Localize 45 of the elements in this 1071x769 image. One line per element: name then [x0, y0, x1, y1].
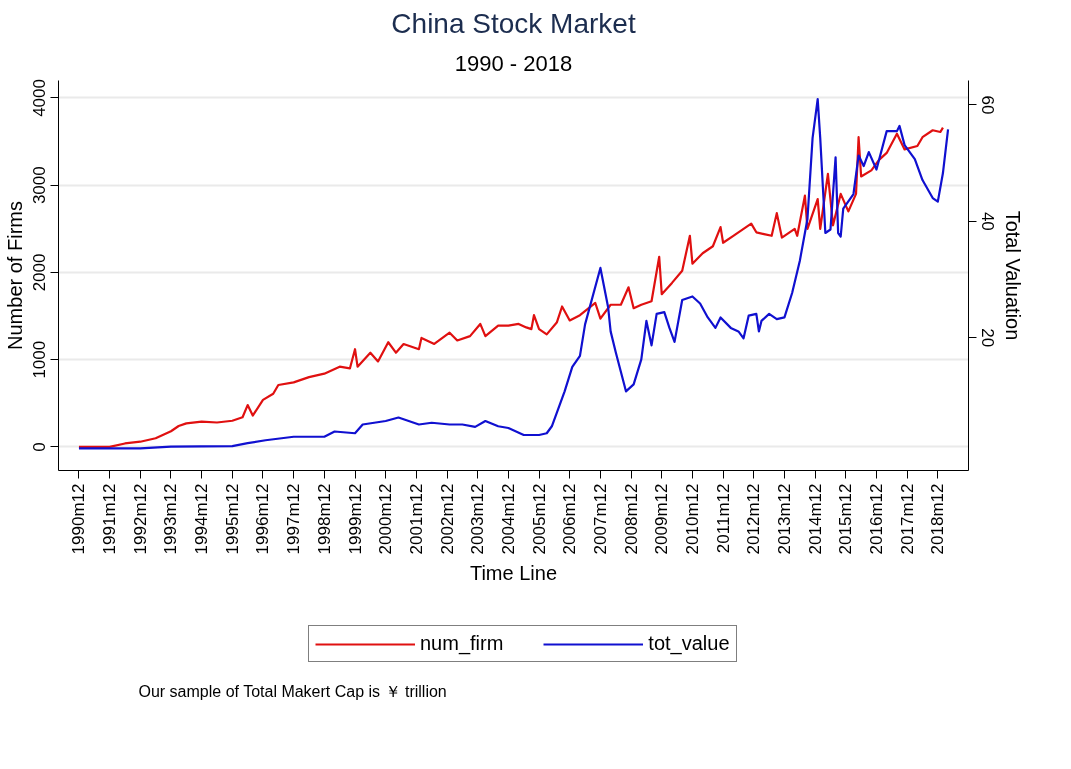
- legend-label: num_firm: [420, 632, 504, 655]
- y2-tick-label: 60: [977, 95, 997, 115]
- legend-label: tot_value: [648, 632, 730, 655]
- x-tick-label: 1991m12: [100, 483, 120, 555]
- y2-axis-title: Total Valuation: [1001, 210, 1024, 341]
- x-tick-label: 2018m12: [928, 483, 948, 555]
- y2-tick-label: 40: [977, 211, 997, 231]
- x-tick-label: 1992m12: [130, 483, 150, 555]
- y-tick-label: 3000: [30, 166, 50, 205]
- x-tick-label: 1993m12: [161, 483, 181, 555]
- x-tick-label: 2014m12: [805, 483, 825, 555]
- x-tick-label: 2003m12: [468, 483, 488, 555]
- text: Our sample of Total Makert Cap is ￥ trillion: [138, 682, 447, 700]
- x-tick-label: 2001m12: [406, 483, 426, 555]
- x-tick-label: 1998m12: [314, 483, 334, 555]
- x-tick-label: 2000m12: [376, 483, 396, 555]
- x-tick-label: 2012m12: [744, 483, 764, 555]
- x-tick-label: 2006m12: [560, 483, 580, 555]
- x-tick-label: 2005m12: [529, 483, 549, 555]
- x-tick-label: 2010m12: [682, 483, 702, 555]
- y-axis-title: Number of Firms: [3, 201, 26, 350]
- y-tick-label: 1000: [30, 340, 50, 379]
- x-tick-label: 2002m12: [437, 483, 457, 555]
- y-tick-label: 0: [30, 442, 50, 452]
- x-tick-label: 2009m12: [652, 483, 672, 555]
- x-tick-label: 2017m12: [897, 483, 917, 555]
- y2-tick-label: 20: [977, 328, 997, 348]
- chart-title: China Stock Market: [391, 7, 636, 39]
- x-tick-label: 2004m12: [498, 483, 518, 555]
- x-tick-label: 1995m12: [222, 483, 242, 555]
- x-tick-label: 1990m12: [69, 483, 89, 555]
- x-tick-label: 1997m12: [284, 483, 304, 555]
- x-tick-label: 2011m12: [713, 483, 733, 554]
- x-tick-label: 2008m12: [621, 483, 641, 555]
- x-tick-label: 2016m12: [866, 483, 886, 555]
- x-tick-label: 1999m12: [345, 483, 365, 555]
- x-axis-title: Time Line: [469, 562, 558, 585]
- x-tick-label: 1994m12: [192, 483, 212, 555]
- x-tick-label: 1996m12: [253, 483, 273, 555]
- y-tick-label: 2000: [30, 253, 50, 292]
- x-tick-label: 2013m12: [774, 483, 794, 555]
- y-tick-label: 4000: [30, 79, 50, 117]
- chart-subtitle: 1990 - 2018: [454, 50, 573, 76]
- x-tick-label: 2015m12: [836, 483, 856, 555]
- x-tick-label: 2007m12: [590, 483, 610, 555]
